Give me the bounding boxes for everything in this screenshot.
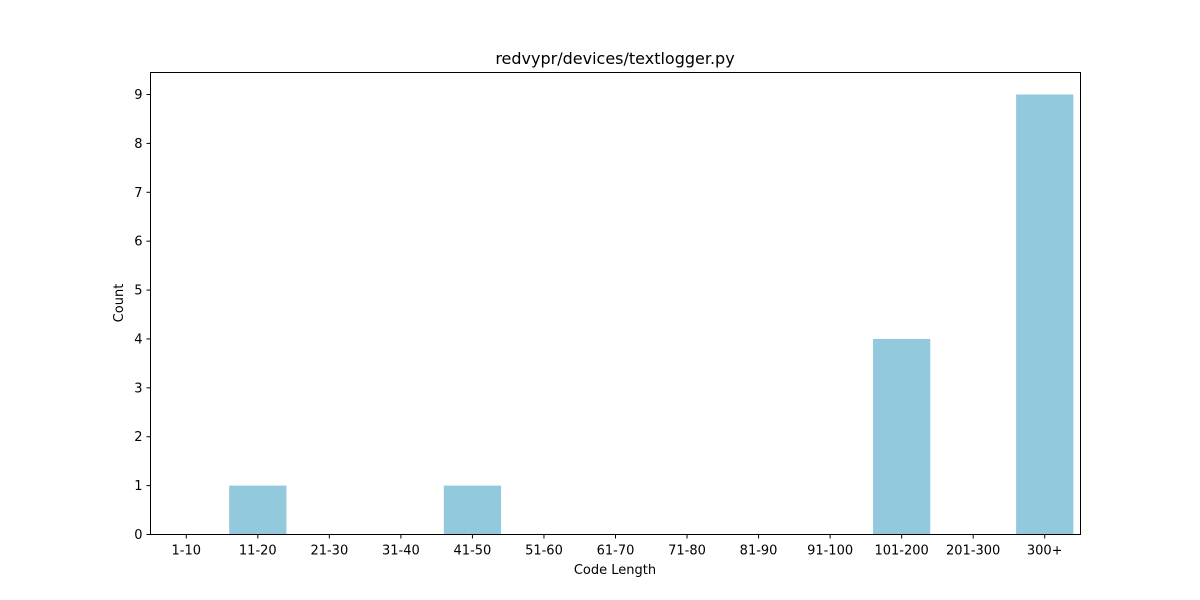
y-axis-ticks: 0 1 2 3 4 5 6 7 8 9	[134, 88, 151, 543]
y-tick-label: 9	[134, 88, 142, 103]
y-tick-label: 4	[134, 332, 142, 347]
x-tick-label: 61-70	[597, 544, 635, 559]
bars-group	[229, 94, 1074, 535]
bar-11-20	[229, 485, 287, 535]
x-tick-label: 41-50	[454, 544, 492, 559]
bar-300+	[1016, 94, 1074, 535]
bar-101-200	[873, 338, 931, 535]
y-tick-label: 0	[134, 528, 142, 543]
x-tick-label: 11-20	[239, 544, 277, 559]
x-tick-label: 21-30	[310, 544, 348, 559]
x-tick-label: 71-80	[668, 544, 706, 559]
bar-41-50	[443, 485, 502, 535]
chart-title: redvypr/devices/textlogger.py	[495, 49, 734, 68]
y-tick-label: 8	[134, 137, 142, 152]
x-tick-label: 101-200	[874, 544, 928, 559]
y-tick-label: 6	[134, 235, 142, 250]
x-axis-label: Code Length	[574, 563, 656, 578]
y-tick-label: 3	[134, 381, 142, 396]
x-axis-ticks: 1-10 11-20 21-30 31-40 41-50 51-60 61-70 71-80 8…	[172, 534, 1063, 559]
x-tick-label: 1-10	[172, 544, 202, 559]
x-tick-label: 31-40	[382, 544, 420, 559]
y-axis-label: Count	[112, 284, 127, 323]
x-tick-label: 201-300	[946, 544, 1000, 559]
y-tick-label: 2	[134, 430, 142, 445]
x-tick-label: 91-100	[807, 544, 853, 559]
y-tick-label: 7	[134, 186, 142, 201]
plot-frame	[150, 72, 1081, 535]
y-tick-label: 1	[134, 479, 142, 494]
x-tick-label: 300+	[1027, 544, 1063, 559]
x-tick-label: 81-90	[740, 544, 778, 559]
y-tick-label: 5	[134, 284, 142, 299]
x-tick-label: 51-60	[525, 544, 563, 559]
